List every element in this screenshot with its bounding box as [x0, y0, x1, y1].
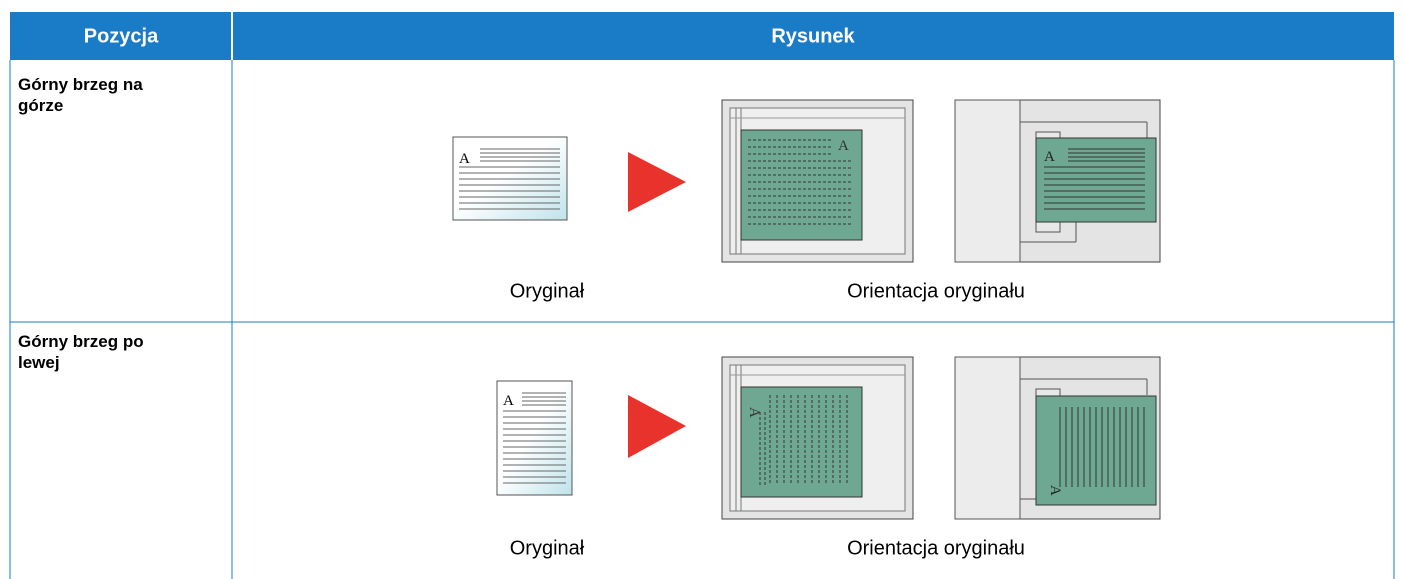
- sheet: [740, 129, 863, 241]
- feeder-panel: [954, 99, 1021, 263]
- sheet-letter: A: [746, 407, 762, 418]
- row-label: Górny brzeg na górze: [18, 75, 143, 115]
- original-doc: [496, 380, 573, 496]
- caption: Oryginał: [510, 537, 585, 559]
- label-line: Górny brzeg po: [18, 332, 144, 351]
- sheet: [740, 386, 863, 498]
- caption: Orientacja oryginału: [847, 280, 1025, 302]
- arrow: [628, 152, 686, 212]
- row: Górny brzeg po lewej A A A Oryginał Orientacja…: [18, 332, 1161, 559]
- label-line: górze: [18, 96, 63, 115]
- doc-letter: A: [459, 151, 470, 167]
- table-grid: [9, 60, 1395, 579]
- caption: Oryginał: [510, 280, 585, 302]
- label-line: lewej: [18, 353, 60, 372]
- header-cell: Rysunek: [771, 25, 855, 47]
- row-label: Górny brzeg po lewej: [18, 332, 144, 372]
- header-cell: Pozycja: [84, 25, 159, 47]
- arrow: [628, 395, 686, 458]
- sheet: [1035, 137, 1157, 223]
- header-row: [10, 12, 1394, 60]
- row: Górny brzeg na górze A A A Oryginał Orientacja…: [18, 75, 1161, 302]
- sheet-letter: A: [1044, 149, 1055, 165]
- label-line: Górny brzeg na: [18, 75, 143, 94]
- caption: Orientacja oryginału: [847, 537, 1025, 559]
- doc-letter: A: [503, 393, 514, 409]
- sheet-letter: A: [1047, 485, 1063, 496]
- sheet-letter: A: [838, 138, 849, 154]
- feeder-panel: [954, 356, 1021, 520]
